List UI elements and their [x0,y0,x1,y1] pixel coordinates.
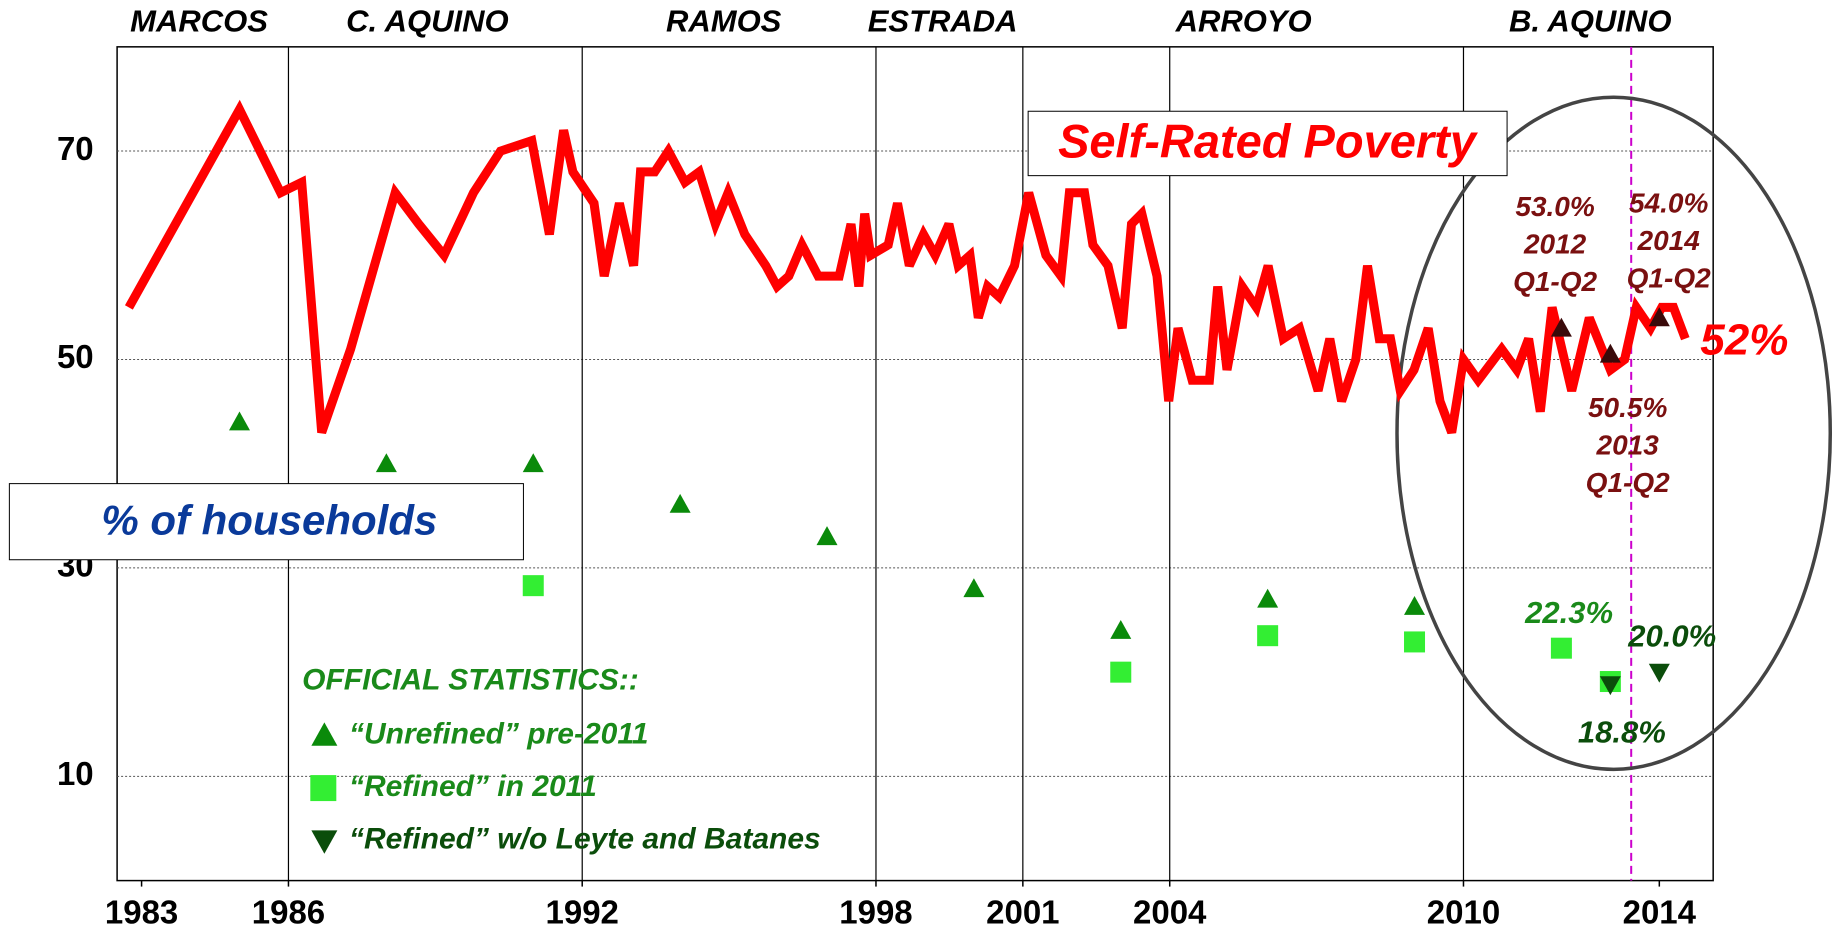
x-tick-label: 2004 [1133,893,1207,926]
y-axis-label: % of households [101,497,437,544]
quarter-annotation: Q1-Q2 [1586,467,1670,498]
data-point [1404,595,1426,615]
data-point [1257,625,1279,647]
data-point [1110,661,1132,683]
series-label: Self-Rated Poverty [1058,115,1479,168]
quarter-annotation: 2013 [1596,430,1660,461]
quarter-annotation: 2012 [1523,228,1587,259]
data-point [522,453,544,473]
data-point [1648,307,1670,327]
data-point [1599,343,1621,363]
end-label: 52% [1700,316,1788,365]
legend-title: OFFICIAL STATISTICS:: [302,663,639,696]
data-point [669,493,691,513]
quarter-annotation: Q1-Q2 [1627,262,1711,293]
quarter-annotation: 2014 [1637,225,1701,256]
x-tick-label: 2001 [986,893,1059,926]
legend-label: “Refined” w/o Leyte and Batanes [349,823,821,856]
x-tick-label: 1986 [252,893,325,926]
president-name: C. AQUINO [346,4,508,39]
data-point [816,526,838,546]
quarter-annotation: 53.0% [1515,191,1594,222]
quarter-annotation: 54.0% [1629,187,1708,218]
legend-marker [311,722,338,746]
president-name: ESTRADA [868,4,1018,39]
value-label: 18.8% [1578,714,1666,749]
highlight-ellipse [1395,95,1833,772]
data-point [1550,317,1572,337]
quarter-annotation: Q1-Q2 [1513,266,1597,297]
x-tick-label: 2010 [1427,893,1500,926]
data-point [1110,619,1132,639]
president-name: B. AQUINO [1509,4,1671,39]
legend-label: “Refined” in 2011 [349,770,597,803]
legend-label: “Unrefined” pre-2011 [349,717,649,750]
y-tick-label: 70 [57,130,94,167]
president-name: RAMOS [666,4,782,39]
data-point [963,578,985,598]
data-point [1550,637,1572,659]
y-tick-label: 50 [57,338,94,375]
legend-marker [310,775,337,802]
data-point [1257,588,1279,608]
data-point [228,411,250,431]
value-label: 20.0% [1627,618,1716,653]
data-point [1599,676,1621,696]
series-label-box [1027,110,1508,177]
plot-frame [116,46,1714,882]
poverty-line [124,99,1690,435]
legend-marker [311,830,338,854]
data-point [375,453,397,473]
x-tick-label: 1998 [839,893,912,926]
y-tick-label: 10 [57,755,94,792]
x-tick-label: 1983 [105,893,178,926]
y-label-box [8,483,524,561]
data-point [522,575,544,597]
president-name: MARCOS [130,4,268,39]
value-label: 22.3% [1524,595,1613,630]
x-tick-label: 1992 [546,893,619,926]
data-point [1648,663,1670,683]
quarter-annotation: 50.5% [1588,392,1667,423]
data-point [1404,631,1426,653]
president-name: ARROYO [1175,4,1312,39]
x-tick-label: 2014 [1623,893,1697,926]
